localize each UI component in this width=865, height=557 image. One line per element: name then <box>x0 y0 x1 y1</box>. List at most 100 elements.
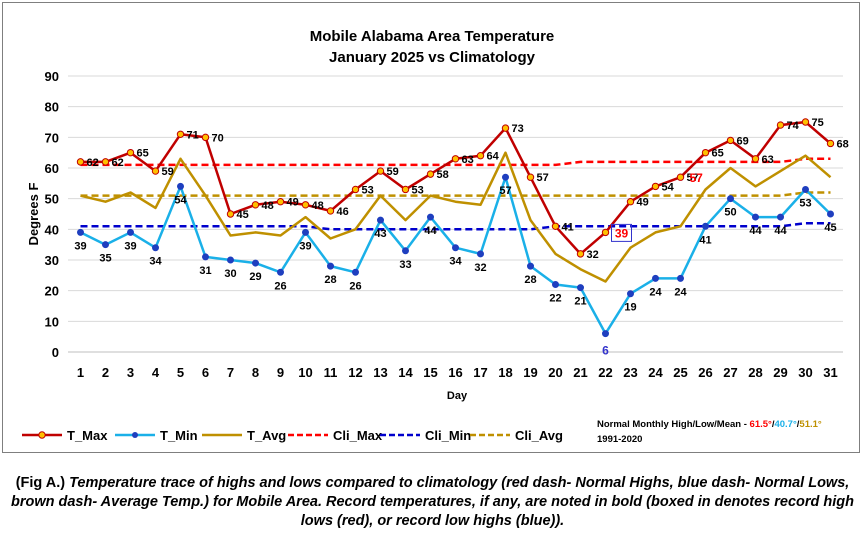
t-min-point <box>127 228 134 236</box>
t-min-point <box>652 274 659 282</box>
x-tick-label: 29 <box>773 365 787 380</box>
t-min-point <box>377 216 384 224</box>
t-min-data-label: 33 <box>399 259 411 271</box>
t-min-data-label: 57 <box>499 185 511 197</box>
x-tick-label: 8 <box>252 365 259 380</box>
t-min-point <box>677 274 684 282</box>
t-max-point <box>751 155 760 163</box>
t-max-point <box>526 173 535 181</box>
x-tick-label: 6 <box>202 365 209 380</box>
x-axis-label: Day <box>447 390 468 402</box>
series-line-cli-min <box>80 221 831 231</box>
t-min-data-label: 19 <box>624 302 636 314</box>
t-max-data-label: 75 <box>812 117 824 129</box>
x-tick-label: 14 <box>398 365 413 380</box>
t-max-point <box>76 158 85 166</box>
t-max-point <box>651 182 660 191</box>
legend-label: T_Min <box>160 428 198 443</box>
t-min-point <box>802 185 809 193</box>
t-max-point <box>301 201 310 209</box>
y-tick-label: 90 <box>45 69 59 84</box>
t-min-point <box>352 268 359 276</box>
legend-label: T_Avg <box>247 428 286 443</box>
t-min-data-label: 32 <box>474 262 486 274</box>
x-tick-label: 18 <box>498 365 512 380</box>
t-max-point <box>626 198 635 206</box>
series-line-cli-avg <box>80 191 831 197</box>
t-max-point <box>176 130 185 138</box>
t-max-data-label: 71 <box>187 129 199 141</box>
t-min-point <box>202 253 209 261</box>
x-tick-label: 13 <box>373 365 387 380</box>
t-max-point <box>251 201 260 209</box>
t-min-point <box>102 241 109 249</box>
t-min-point <box>302 228 309 236</box>
t-min-data-label: 44 <box>774 225 787 237</box>
t-min-data-label: 34 <box>149 256 162 268</box>
t-min-point <box>727 195 734 203</box>
t-max-data-label: 57 <box>537 172 549 184</box>
t-max-data-label: 62 <box>112 157 124 169</box>
t-min-point <box>527 262 534 270</box>
t-max-data-label: 59 <box>387 166 399 178</box>
t-max-data-label: 54 <box>662 181 675 193</box>
series-line-t-avg <box>80 151 832 283</box>
t-min-point <box>827 210 834 218</box>
t-min-data-label: 28 <box>524 274 536 286</box>
x-tick-label: 4 <box>152 365 160 380</box>
t-max-data-label: 65 <box>712 148 724 160</box>
t-min-data-label: 26 <box>349 280 361 292</box>
legend-label: Cli_Max <box>333 428 383 443</box>
t-max-data-label: 64 <box>487 151 500 163</box>
t-max-point <box>776 121 785 129</box>
t-min-point <box>227 256 234 264</box>
t-min-data-label: 21 <box>574 296 586 308</box>
t-min-data-label: 22 <box>549 293 561 305</box>
t-min-point <box>327 262 334 270</box>
t-min-data-label: 53 <box>799 197 811 209</box>
t-min-data-label: 39 <box>124 240 136 252</box>
t-max-data-label: 74 <box>787 120 800 132</box>
x-tick-label: 7 <box>227 365 234 380</box>
chart-subtitle: January 2025 vs Climatology <box>329 49 536 66</box>
t-max-data-label: 63 <box>762 154 774 166</box>
t-min-data-label: 54 <box>174 194 187 206</box>
legend-label: Cli_Min <box>425 428 471 443</box>
x-tick-label: 25 <box>673 365 687 380</box>
t-max-point <box>576 250 585 258</box>
record-label: 6 <box>602 344 609 358</box>
t-min-point <box>702 222 709 230</box>
t-max-point <box>326 207 335 215</box>
t-min-data-label: 39 <box>74 240 86 252</box>
t-max-data-label: 70 <box>212 132 224 144</box>
t-max-data-label: 68 <box>837 138 849 150</box>
t-min-data-label: 44 <box>424 225 437 237</box>
t-max-data-label: 46 <box>337 206 349 218</box>
t-max-point <box>151 167 160 175</box>
t-min-point <box>752 213 759 221</box>
t-max-point <box>376 167 385 175</box>
t-min-point <box>427 213 434 221</box>
x-tick-label: 17 <box>473 365 487 380</box>
t-min-point <box>252 259 259 267</box>
t-max-data-label: 41 <box>562 221 574 233</box>
t-min-point <box>402 247 409 255</box>
x-tick-label: 27 <box>723 365 737 380</box>
x-tick-label: 24 <box>648 365 663 380</box>
t-max-data-label: 63 <box>462 154 474 166</box>
x-tick-label: 1 <box>77 365 84 380</box>
t-min-point <box>77 228 84 236</box>
t-max-point <box>701 148 710 157</box>
t-min-data-label: 34 <box>449 256 462 268</box>
legend-label: Cli_Avg <box>515 428 563 443</box>
y-tick-label: 10 <box>45 314 59 329</box>
t-max-point <box>451 155 460 163</box>
series-line-cli-max <box>80 157 831 167</box>
x-tick-label: 12 <box>348 365 362 380</box>
t-max-data-label: 69 <box>737 135 749 147</box>
t-min-data-label: 45 <box>824 222 836 234</box>
t-min-point <box>627 290 634 298</box>
y-tick-label: 30 <box>45 253 59 268</box>
temperature-line-chart: Mobile Alabama Area Temperature January 2… <box>22 28 849 445</box>
caption-lead: (Fig A.) <box>15 475 70 491</box>
